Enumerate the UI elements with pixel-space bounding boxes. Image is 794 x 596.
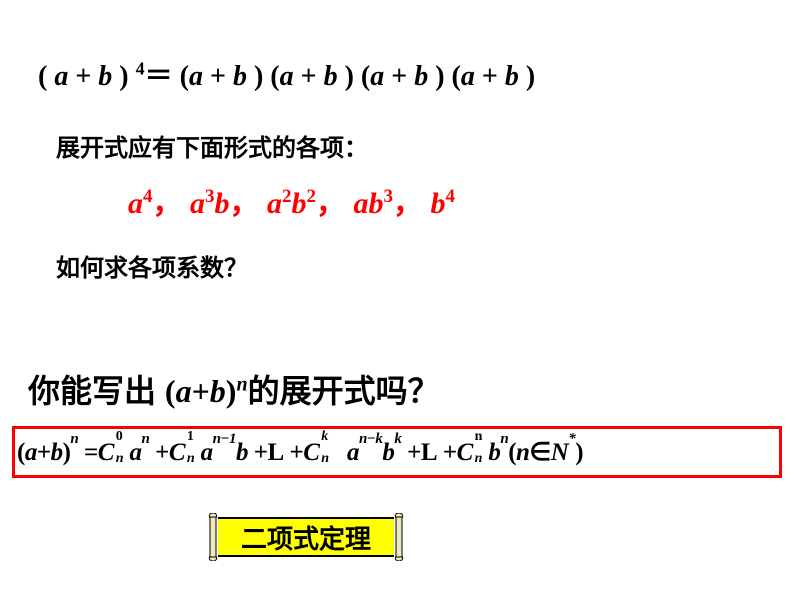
main-question: 你能写出 (a+b)n的展开式吗？ (28, 366, 440, 412)
equation-line-1: ( a + b ) 4＝ (a + b ) (a + b ) (a + b ) … (38, 54, 535, 94)
question-prefix: 你能写出 (28, 373, 165, 409)
theorem-label-scroll: 二项式定理 (206, 513, 406, 561)
expansion-terms: a4， a3b， a2b2， ab3， b4 (128, 178, 455, 222)
scroll-right-end-icon (392, 513, 406, 561)
question-expression: (a+b)n (165, 373, 248, 409)
question-suffix: 的展开式吗？ (248, 373, 440, 409)
expansion-intro-text: 展开式应有下面形式的各项： (56, 128, 368, 163)
lhs: ( a + b ) 4＝ (38, 61, 180, 92)
binomial-formula-box: (a+b)n =C0n an +C1n an−1b +L +Ckn an−kbk… (12, 426, 782, 478)
rhs: (a + b ) (a + b ) (a + b ) (a + b ) (180, 61, 536, 92)
binomial-formula: (a+b)n =C0n an +C1n an−1b +L +Ckn an−kbk… (17, 437, 583, 467)
coefficient-question-text: 如何求各项系数？ (56, 248, 248, 283)
theorem-label-text: 二项式定理 (218, 517, 394, 557)
